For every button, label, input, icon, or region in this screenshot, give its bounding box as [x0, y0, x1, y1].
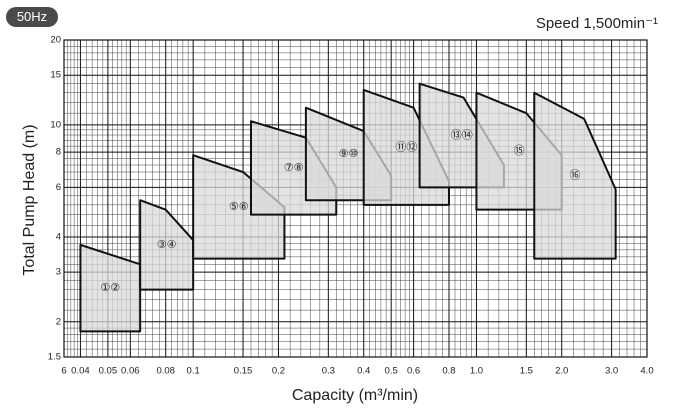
x-tick-label: 0.15: [234, 366, 253, 377]
y-tick-label: 2: [56, 316, 61, 327]
region: [533, 91, 617, 260]
x-tick-label: 3.0: [605, 366, 618, 377]
region-label: ⑪⑫: [395, 140, 417, 153]
region-label: ⑮: [514, 144, 525, 157]
regions: ①② ③④ ⑤⑥ ⑦⑧ ⑨⑩ ⑪⑫ ⑬⑭ ⑮ ⑯: [79, 82, 617, 333]
y-axis-label: Total Pump Head (m): [21, 124, 38, 275]
region-label: ③④: [157, 238, 177, 251]
x-tick-label: 0.8: [442, 366, 455, 377]
x-tick-label: 0.6: [407, 366, 420, 377]
x-tick-label: 0.3: [322, 366, 335, 377]
region-label: ⑦⑧: [284, 161, 304, 174]
x-tick-label: 1.5: [520, 366, 533, 377]
y-tick-label: 20: [50, 35, 61, 46]
x-tick-label: 4.0: [640, 366, 653, 377]
plot-frame: [63, 39, 648, 358]
region-label: ⑤⑥: [229, 200, 249, 213]
y-tick-label: 10: [50, 119, 61, 130]
x-tick-label: 6: [61, 366, 66, 377]
badge-bg: [6, 7, 58, 27]
region-label: ⑬⑭: [451, 128, 473, 141]
x-tick-label: 0.4: [357, 366, 370, 377]
x-tick-label: 0.2: [272, 366, 285, 377]
x-tick-label: 0.04: [71, 366, 90, 377]
region-label: ⑯: [569, 169, 580, 182]
x-tick-label: 2.0: [555, 366, 568, 377]
x-axis-label: Capacity (m³/min): [292, 387, 418, 404]
x-tick-label: 0.5: [385, 366, 398, 377]
y-tick-label: 1.5: [48, 352, 61, 363]
y-tick-label: 6: [56, 182, 61, 193]
region-label: ⑨⑩: [339, 147, 359, 160]
x-tick-label: 0.1: [187, 366, 200, 377]
badge: 50Hz: [17, 9, 47, 24]
y-tick-label: 15: [50, 70, 61, 81]
x-tick-label: 0.08: [156, 366, 175, 377]
x-tick-label: 1.0: [470, 366, 483, 377]
subtitle: Speed 1,500min⁻¹: [536, 15, 658, 32]
y-tick-label: 3: [56, 267, 61, 278]
x-tick-label: 0.06: [121, 366, 140, 377]
region-label: ①②: [100, 281, 120, 294]
y-tick-label: 4: [56, 231, 61, 242]
y-tick-label: 8: [56, 147, 61, 158]
region: [139, 199, 195, 291]
x-tick-label: 0.05: [99, 366, 118, 377]
